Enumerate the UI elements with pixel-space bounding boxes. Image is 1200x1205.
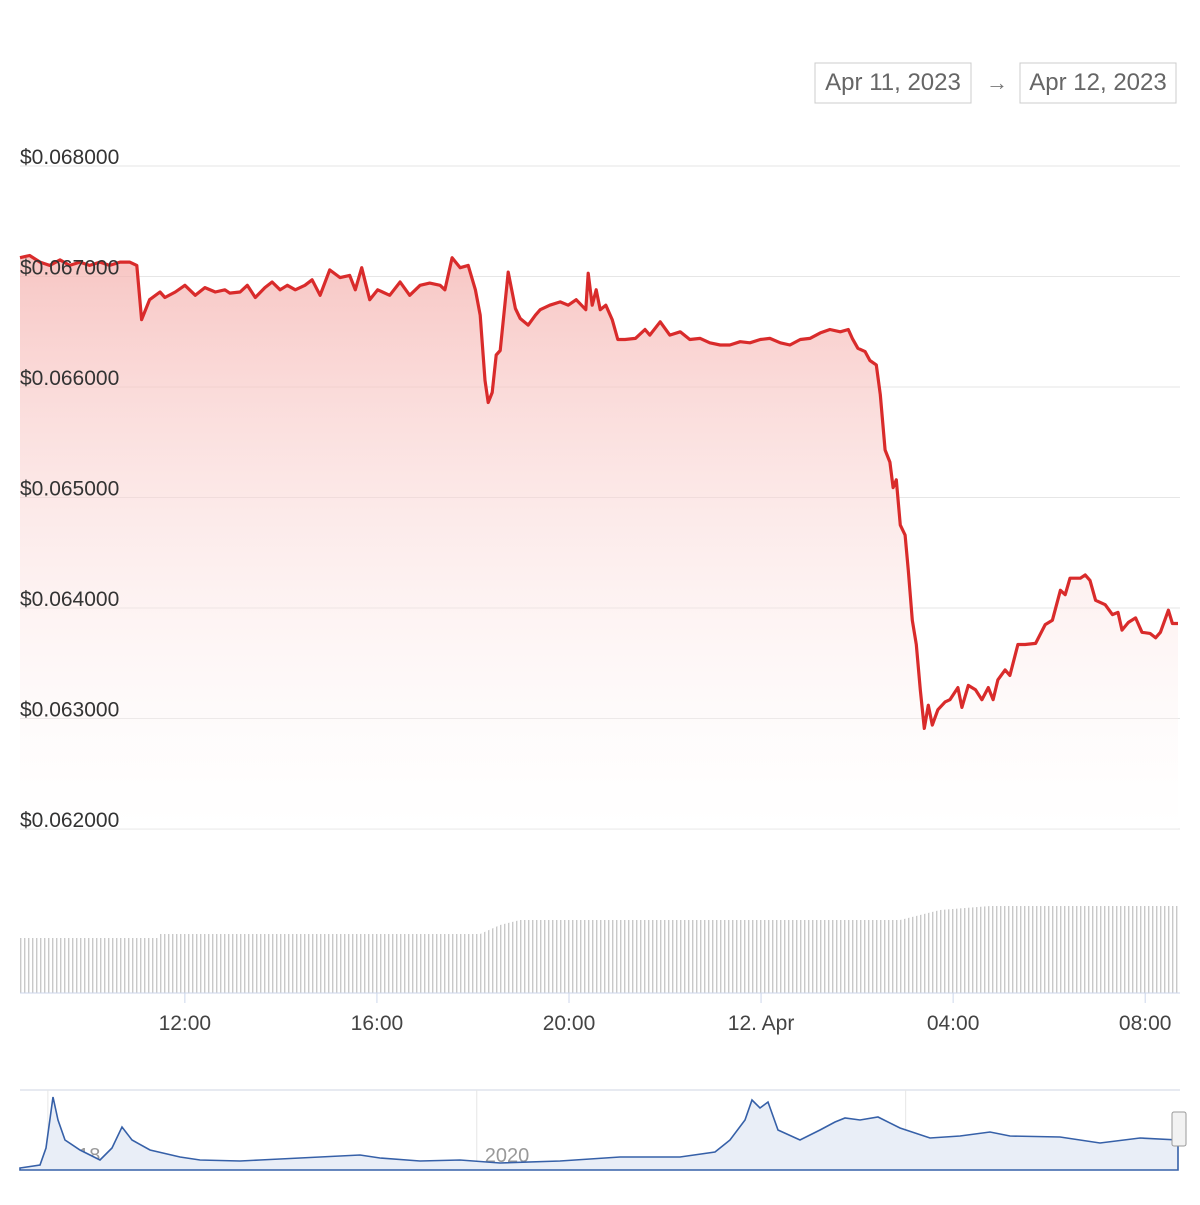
navigator-handle[interactable] (1171, 1111, 1187, 1147)
x-tick-label: 12:00 (159, 1012, 212, 1035)
y-tick-label: $0.065000 (20, 478, 119, 501)
x-tick-label: 08:00 (1119, 1012, 1172, 1035)
x-tick-label: 04:00 (927, 1012, 980, 1035)
range-from[interactable]: Apr 11, 2023 (825, 69, 961, 96)
volume-bars (20, 906, 1180, 993)
navigator-tick-label: 2020 (485, 1145, 530, 1167)
y-tick-label: $0.063000 (20, 699, 119, 722)
range-to[interactable]: Apr 12, 2023 (1029, 69, 1166, 96)
x-tick-label: 20:00 (543, 1012, 596, 1035)
date-input[interactable] (814, 62, 972, 104)
range-separator: → (986, 70, 1008, 95)
date-input[interactable] (1019, 62, 1177, 104)
y-tick-label: $0.066000 (20, 367, 119, 390)
y-tick-label: $0.064000 (20, 588, 119, 611)
price-line (19, 253, 1178, 730)
plot (19, 253, 1178, 829)
area-fill (20, 255, 1178, 829)
y-tick-label: $0.067000 (20, 257, 119, 280)
x-axis: 12:00 16:00 20:00 12. Apr 04:00 08:00 (159, 993, 1172, 1035)
y-tick-label: $0.068000 (20, 146, 119, 169)
y-axis: $0.068000 $0.067000 $0.066000 $0.065000 $0.0… (20, 146, 119, 832)
x-tick-label: 12. Apr (728, 1012, 795, 1035)
navigator-series (19, 1096, 1179, 1171)
y-tick-label: $0.062000 (20, 809, 119, 832)
x-tick-label: 16:00 (351, 1012, 404, 1035)
